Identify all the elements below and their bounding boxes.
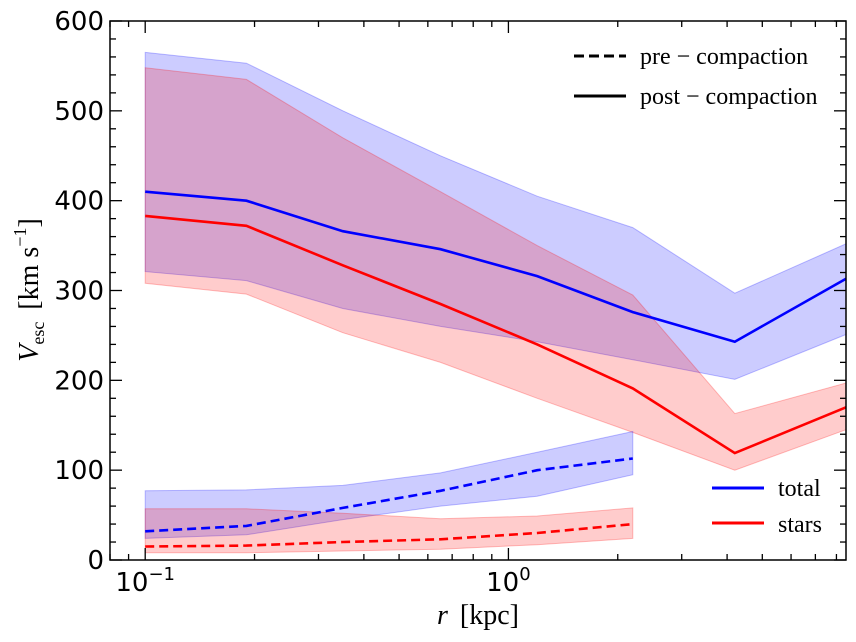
legend-label-pre: pre − compaction [640,44,808,70]
line-total-post-compaction [145,190,847,344]
y-axis-label: Vesc[km s−1] [10,218,48,362]
legend-label-total: total [778,476,821,502]
band-total-pre-compaction [144,430,634,539]
y-tick-label: 600 [54,7,104,37]
x-tick-label: 10−1 [115,564,175,598]
line-stars-pre-compaction [145,522,633,548]
legend-label-post: post − compaction [640,84,818,110]
y-tick-label: 0 [87,546,104,576]
tick-labels: 0 100 200 300 400 500 600 10−1 100 [54,7,530,598]
y-tick-label: 400 [54,187,104,217]
band-stars-pre-compaction [144,507,634,554]
plot-frame [109,20,847,561]
legend-label-stars: stars [778,512,822,538]
line-total-pre-compaction [145,457,633,533]
y-tick-label: 300 [54,277,104,307]
x-tick-label: 100 [486,564,531,598]
legend-color: total stars [712,476,822,538]
uncertainty-bands [144,51,847,554]
series-lines [145,190,847,548]
y-tick-label: 200 [54,366,104,396]
legend-linestyle: pre − compaction post − compaction [574,44,818,110]
band-stars-post-compaction [144,67,847,471]
line-stars-post-compaction [145,214,847,455]
y-tick-label: 500 [54,97,104,127]
y-tick-label: 100 [54,456,104,486]
x-axis-label: r [kpc] [437,600,519,631]
